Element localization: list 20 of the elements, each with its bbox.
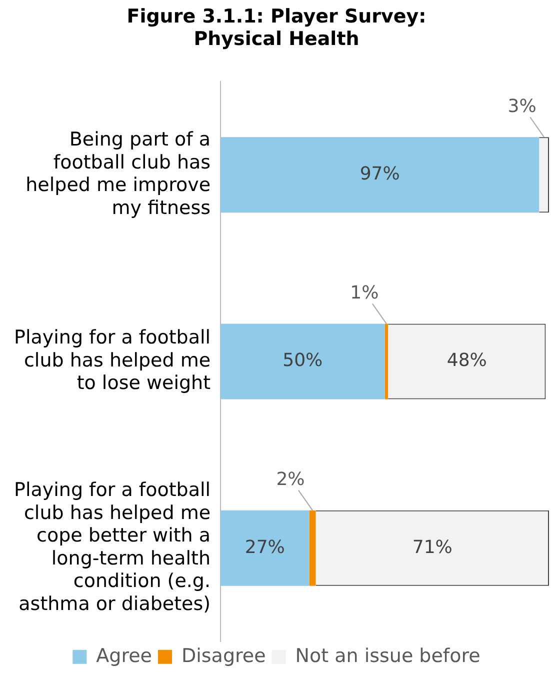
data-label: 71% <box>412 536 452 558</box>
data-label: 48% <box>446 350 487 372</box>
data-label: 1% <box>350 282 379 304</box>
bar <box>309 510 316 586</box>
bar <box>384 324 388 400</box>
bar <box>220 510 310 586</box>
data-label: 3% <box>508 96 536 117</box>
bar <box>220 137 540 213</box>
data-label: 50% <box>282 350 323 372</box>
chart-title: Figure 3.1.1: Player Survey: Physical Health <box>126 5 426 50</box>
legend-label: Not an issue before <box>295 644 480 667</box>
legend-label: Agree <box>96 644 152 667</box>
y-tick-label: Playing for a football club has helped me to lose weight <box>14 326 211 394</box>
y-tick-label: Being part of a football club has helped me improve my fitness <box>26 128 211 220</box>
data-label: 27% <box>244 536 285 558</box>
data-label: 97% <box>360 164 400 185</box>
legend-label: Disagree <box>182 644 266 667</box>
y-tick-label: Playing for a football club has helped me cope better with a long-term health condition (e.g. asthma or diabetes) <box>14 479 211 616</box>
bar <box>220 324 385 400</box>
data-label: 2% <box>276 468 305 490</box>
